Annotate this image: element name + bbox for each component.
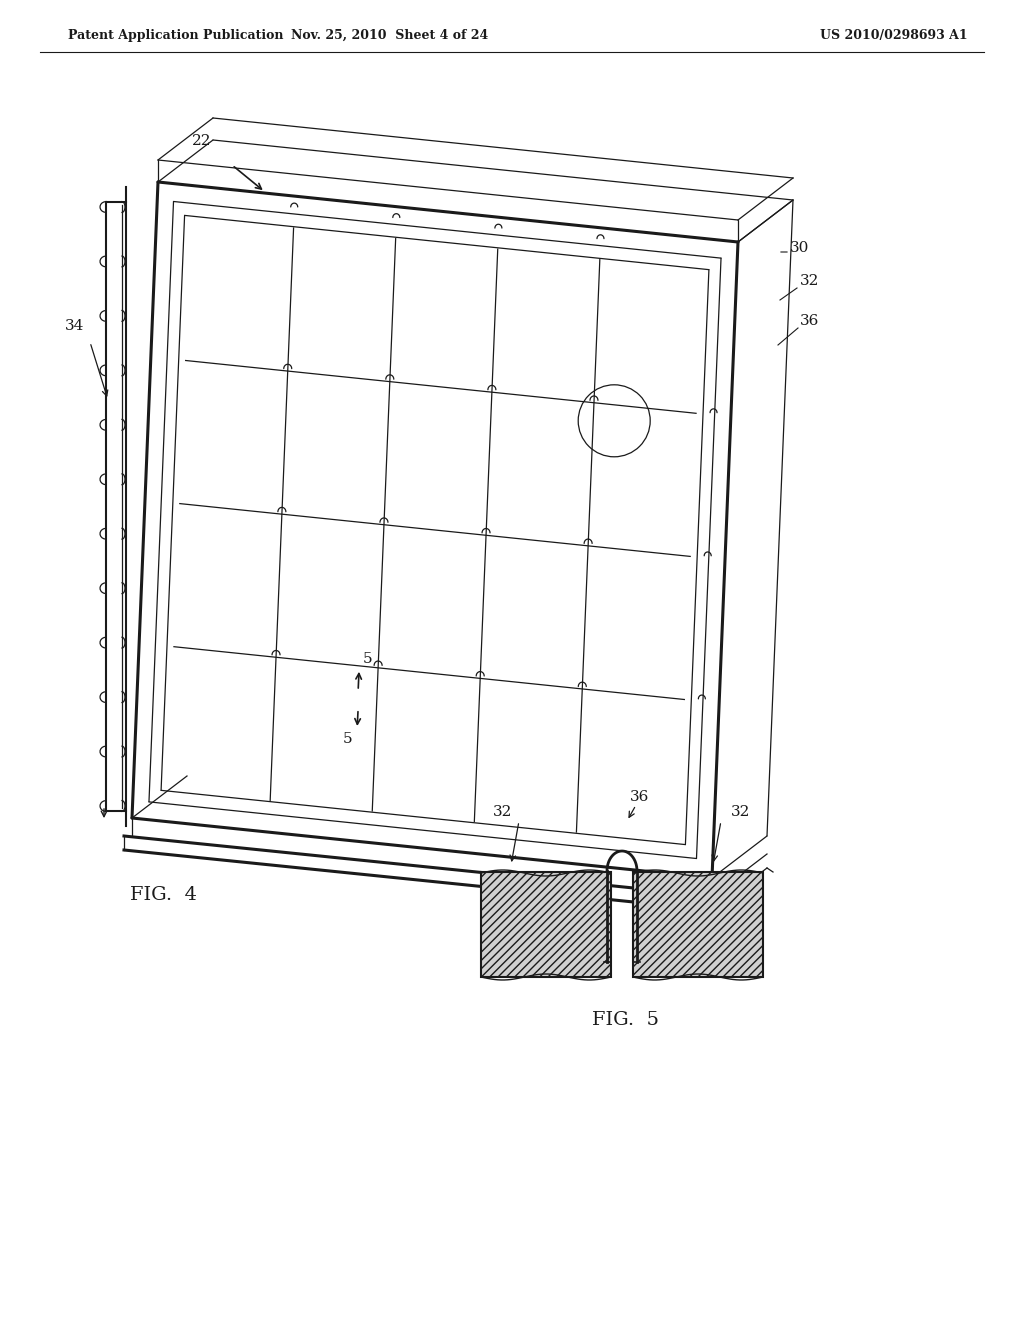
Text: 32: 32 bbox=[731, 805, 751, 818]
Text: 30: 30 bbox=[790, 242, 809, 255]
Text: US 2010/0298693 A1: US 2010/0298693 A1 bbox=[820, 29, 968, 41]
Text: 5: 5 bbox=[343, 731, 352, 746]
Text: 32: 32 bbox=[800, 275, 819, 288]
Text: 22: 22 bbox=[193, 135, 212, 148]
Text: 36: 36 bbox=[630, 789, 649, 804]
Text: 5: 5 bbox=[364, 652, 373, 665]
Text: Patent Application Publication: Patent Application Publication bbox=[68, 29, 284, 41]
Bar bbox=[481, 873, 611, 977]
Text: Nov. 25, 2010  Sheet 4 of 24: Nov. 25, 2010 Sheet 4 of 24 bbox=[292, 29, 488, 41]
Text: 34: 34 bbox=[65, 319, 84, 333]
Text: 36: 36 bbox=[800, 314, 819, 327]
Text: FIG.  4: FIG. 4 bbox=[130, 886, 197, 904]
Bar bbox=[633, 873, 763, 977]
Text: 32: 32 bbox=[493, 805, 512, 818]
Text: FIG.  5: FIG. 5 bbox=[592, 1011, 659, 1030]
